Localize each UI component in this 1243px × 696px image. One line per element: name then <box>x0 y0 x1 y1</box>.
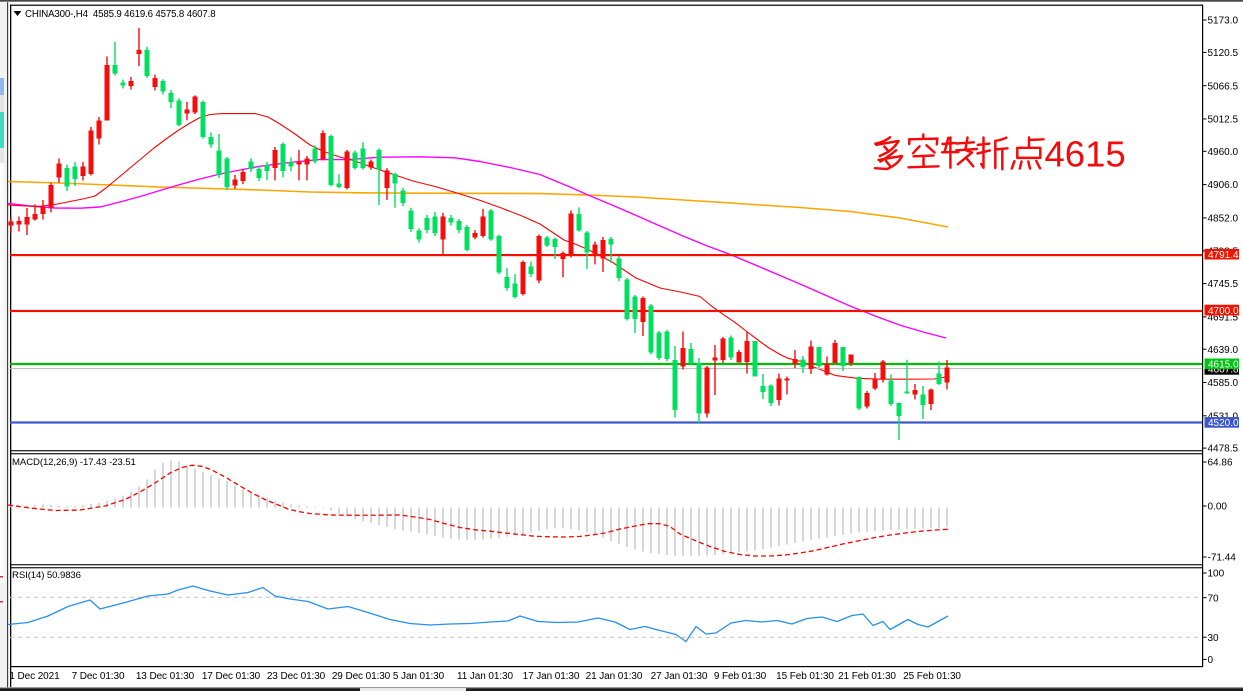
svg-text:0.00: 0.00 <box>1208 502 1228 513</box>
svg-text:4585.0: 4585.0 <box>1208 378 1239 389</box>
svg-text:CHINA300-,H4 4585.9 4619.6 45: CHINA300-,H4 4585.9 4619.6 4575.8 4607.8 <box>25 9 215 20</box>
svg-text:29 Dec 01:30: 29 Dec 01:30 <box>332 671 391 682</box>
svg-text:RSI(14) 50.9836: RSI(14) 50.9836 <box>12 570 81 581</box>
svg-text:4615.0: 4615.0 <box>1208 360 1239 371</box>
svg-text:25 Feb 01:30: 25 Feb 01:30 <box>903 671 961 682</box>
svg-text:30: 30 <box>1208 633 1220 644</box>
svg-text:64.86: 64.86 <box>1208 458 1233 469</box>
svg-text:23 Dec 01:30: 23 Dec 01:30 <box>267 671 326 682</box>
svg-text:11 Jan 01:30: 11 Jan 01:30 <box>457 671 513 682</box>
svg-text:4691.5: 4691.5 <box>1208 313 1239 324</box>
svg-text:21 Jan 01:30: 21 Jan 01:30 <box>586 671 643 682</box>
svg-text:7 Dec 01:30: 7 Dec 01:30 <box>72 671 125 682</box>
svg-text:5120.5: 5120.5 <box>1208 48 1239 59</box>
svg-text:MACD(12,26,9) -17.43 -23.51: MACD(12,26,9) -17.43 -23.51 <box>12 457 136 468</box>
svg-text:5066.5: 5066.5 <box>1208 81 1239 92</box>
svg-text:4700.0: 4700.0 <box>1208 306 1239 317</box>
svg-text:27 Jan 01:30: 27 Jan 01:30 <box>651 671 708 682</box>
svg-text:4906.0: 4906.0 <box>1208 180 1239 191</box>
svg-text:4791.4: 4791.4 <box>1208 250 1239 261</box>
svg-text:0: 0 <box>1208 655 1214 666</box>
svg-text:9 Feb 01:30: 9 Feb 01:30 <box>714 671 767 682</box>
svg-text:4478.5: 4478.5 <box>1208 444 1239 455</box>
svg-text:100: 100 <box>1208 569 1225 580</box>
svg-text:21 Feb 01:30: 21 Feb 01:30 <box>838 671 896 682</box>
svg-text:17 Jan 01:30: 17 Jan 01:30 <box>523 671 580 682</box>
svg-text:5 Jan 01:30: 5 Jan 01:30 <box>393 671 445 682</box>
svg-text:70: 70 <box>1208 593 1220 604</box>
svg-text:-71.44: -71.44 <box>1208 553 1237 564</box>
svg-text:4745.5: 4745.5 <box>1208 279 1239 290</box>
svg-text:4531.0: 4531.0 <box>1208 411 1239 422</box>
svg-text:4960.0: 4960.0 <box>1208 147 1239 158</box>
svg-text:4852.0: 4852.0 <box>1208 214 1239 225</box>
svg-text:1 Dec 2021: 1 Dec 2021 <box>9 671 60 682</box>
svg-text:5173.0: 5173.0 <box>1208 16 1239 27</box>
svg-text:13 Dec 01:30: 13 Dec 01:30 <box>136 671 195 682</box>
svg-text:4520.0: 4520.0 <box>1208 418 1239 429</box>
svg-text:17 Dec 01:30: 17 Dec 01:30 <box>202 671 261 682</box>
svg-text:15 Feb 01:30: 15 Feb 01:30 <box>776 671 834 682</box>
svg-text:4607.8: 4607.8 <box>1208 365 1239 376</box>
svg-text:4615: 4615 <box>1045 134 1126 175</box>
svg-text:4639.0: 4639.0 <box>1208 345 1239 356</box>
svg-text:5012.5: 5012.5 <box>1208 115 1239 126</box>
